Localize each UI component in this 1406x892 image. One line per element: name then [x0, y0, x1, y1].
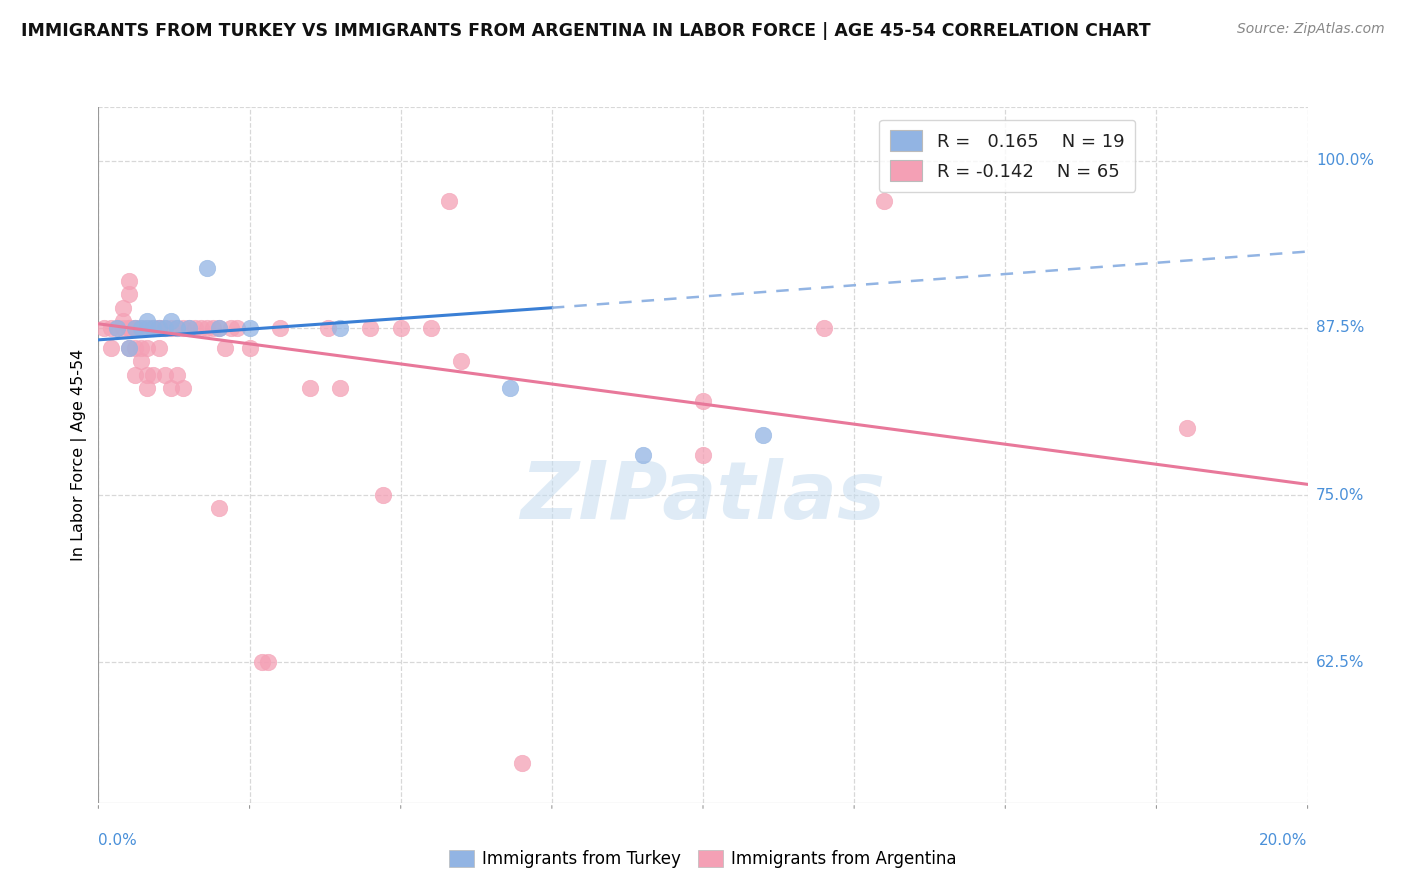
Text: IMMIGRANTS FROM TURKEY VS IMMIGRANTS FROM ARGENTINA IN LABOR FORCE | AGE 45-54 C: IMMIGRANTS FROM TURKEY VS IMMIGRANTS FRO…	[21, 22, 1150, 40]
Point	[124, 321, 146, 335]
Point	[329, 381, 352, 395]
Point	[172, 321, 194, 335]
Point	[226, 321, 249, 335]
Point	[389, 321, 412, 335]
Text: 100.0%: 100.0%	[1316, 153, 1374, 168]
Point	[510, 756, 533, 770]
Point	[419, 321, 441, 335]
Point	[450, 354, 472, 368]
Point	[124, 341, 146, 355]
Point	[111, 301, 134, 315]
Point	[118, 341, 141, 355]
Point	[208, 321, 231, 335]
Point	[111, 314, 134, 328]
Point	[752, 428, 775, 442]
Point	[195, 321, 218, 335]
Point	[692, 448, 714, 462]
Point	[118, 274, 141, 288]
Point	[269, 321, 291, 335]
Point	[166, 368, 188, 382]
Point	[135, 381, 157, 395]
Point	[105, 321, 128, 335]
Point	[142, 368, 165, 382]
Point	[360, 321, 382, 335]
Point	[250, 655, 273, 669]
Text: 62.5%: 62.5%	[1316, 655, 1364, 670]
Point	[148, 321, 170, 335]
Point	[118, 287, 141, 301]
Point	[166, 321, 188, 335]
Point	[135, 321, 157, 335]
Text: ZIPatlas: ZIPatlas	[520, 458, 886, 536]
Point	[118, 321, 141, 335]
Point	[160, 381, 183, 395]
Point	[160, 321, 183, 335]
Point	[129, 354, 152, 368]
Point	[208, 321, 231, 335]
Point	[172, 381, 194, 395]
Point	[135, 368, 157, 382]
Point	[316, 321, 339, 335]
Text: 87.5%: 87.5%	[1316, 320, 1364, 335]
Point	[214, 341, 236, 355]
Point	[129, 341, 152, 355]
Point	[166, 321, 188, 335]
Point	[498, 381, 520, 395]
Point	[631, 448, 654, 462]
Point	[177, 321, 201, 335]
Point	[329, 321, 352, 335]
Point	[177, 321, 201, 335]
Point	[190, 321, 212, 335]
Point	[135, 341, 157, 355]
Point	[202, 321, 225, 335]
Text: 20.0%: 20.0%	[1260, 833, 1308, 848]
Point	[142, 321, 165, 335]
Point	[873, 194, 896, 208]
Point	[195, 260, 218, 275]
Text: 0.0%: 0.0%	[98, 833, 138, 848]
Point	[142, 321, 165, 335]
Text: Source: ZipAtlas.com: Source: ZipAtlas.com	[1237, 22, 1385, 37]
Text: 75.0%: 75.0%	[1316, 488, 1364, 502]
Point	[135, 321, 157, 335]
Point	[148, 341, 170, 355]
Point	[100, 341, 122, 355]
Point	[239, 321, 262, 335]
Point	[124, 321, 146, 335]
Point	[813, 321, 835, 335]
Legend: R =   0.165    N = 19, R = -0.142    N = 65: R = 0.165 N = 19, R = -0.142 N = 65	[879, 120, 1135, 192]
Point	[184, 321, 207, 335]
Point	[239, 341, 262, 355]
Point	[153, 321, 176, 335]
Point	[221, 321, 243, 335]
Point	[100, 321, 122, 335]
Point	[371, 488, 394, 502]
Point	[1175, 421, 1198, 435]
Point	[256, 655, 278, 669]
Point	[692, 394, 714, 409]
Point	[160, 314, 183, 328]
Point	[153, 321, 176, 335]
Point	[118, 321, 141, 335]
Y-axis label: In Labor Force | Age 45-54: In Labor Force | Age 45-54	[72, 349, 87, 561]
Point	[124, 321, 146, 335]
Point	[124, 368, 146, 382]
Point	[93, 321, 115, 335]
Point	[111, 321, 134, 335]
Point	[148, 321, 170, 335]
Point	[105, 321, 128, 335]
Point	[153, 368, 176, 382]
Point	[299, 381, 322, 395]
Point	[148, 321, 170, 335]
Point	[135, 314, 157, 328]
Point	[437, 194, 460, 208]
Point	[208, 501, 231, 516]
Point	[118, 341, 141, 355]
Point	[129, 321, 152, 335]
Point	[129, 321, 152, 335]
